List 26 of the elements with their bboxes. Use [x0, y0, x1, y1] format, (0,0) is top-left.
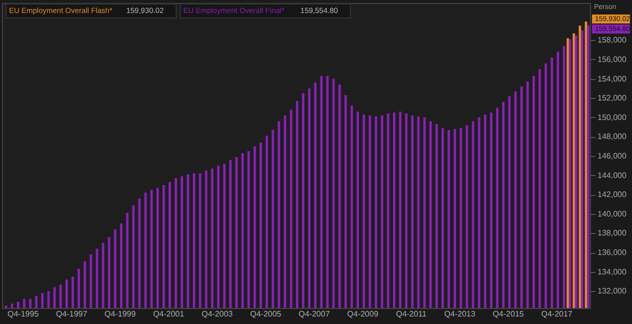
y-tick-label: 144,000: [598, 170, 627, 180]
y-tick-label: 146,000: [598, 151, 627, 160]
y-tick-label: 152,000: [598, 94, 627, 103]
y-tick-label: 134,000: [598, 267, 627, 276]
x-tick-label: Q4-2001: [153, 310, 185, 318]
x-tick-label: Q4-2013: [444, 310, 476, 318]
x-tick-label: Q4-2005: [250, 310, 282, 318]
y-tick-label: 140,000: [598, 209, 627, 218]
x-tick-label: Q4-1995: [8, 310, 40, 318]
x-tick-label: Q4-1999: [104, 310, 136, 318]
y-tick-label: 150,000: [598, 112, 627, 122]
x-tick-label: Q4-2009: [347, 310, 379, 318]
y-tick-label: 154,000: [598, 74, 627, 84]
y-tick-label: 148,000: [598, 132, 627, 142]
x-tick-label: Q4-1997: [56, 310, 88, 318]
x-tick-label: Q4-2003: [202, 310, 234, 318]
y-tick-label: 132,000: [598, 286, 627, 296]
x-tick-label: Q4-2011: [396, 310, 428, 318]
y-tick-label: 138,000: [598, 228, 627, 238]
x-tick-label: Q4-2007: [298, 310, 330, 318]
x-tick-label: Q4-2017: [541, 310, 573, 318]
y-tick-label: 156,000: [598, 54, 627, 64]
x-tick-label: Q4-2015: [492, 310, 524, 318]
y-tick-label: 136,000: [598, 248, 627, 257]
y-tick-label: 158,000: [598, 36, 627, 45]
y-tick-label: 142,000: [598, 190, 627, 200]
